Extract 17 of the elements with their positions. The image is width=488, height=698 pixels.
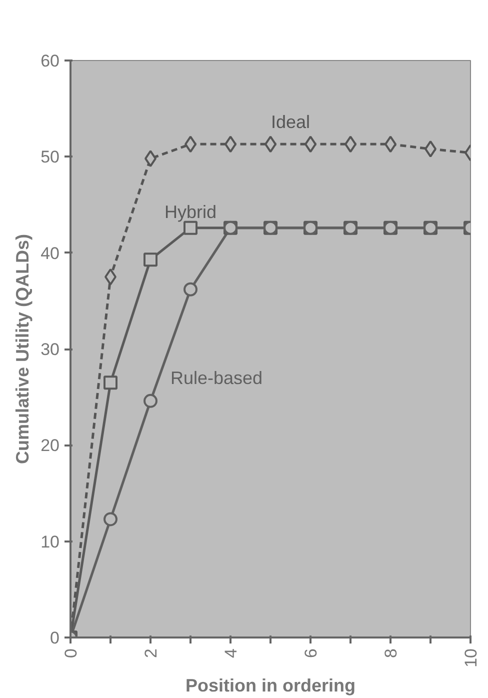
- x-tick-label: 2: [142, 648, 160, 658]
- y-axis-title: Cumulative Utility (QALDs): [12, 234, 33, 464]
- x-tick-label: 0: [62, 648, 80, 658]
- x-tick-label: 8: [382, 648, 400, 658]
- x-tick-label: 4: [222, 648, 240, 658]
- x-axis-title: Position in ordering: [186, 675, 356, 696]
- series-label: Hybrid: [164, 202, 217, 222]
- x-tick-label: 10: [462, 648, 480, 668]
- y-tick-label: 10: [40, 532, 60, 552]
- series-label: Rule-based: [170, 368, 263, 388]
- x-tick-label: 6: [302, 648, 320, 658]
- y-tick-label: 20: [40, 436, 60, 456]
- y-tick-label: 50: [40, 148, 60, 167]
- y-tick-label: 30: [40, 340, 60, 359]
- y-tick-label: 60: [40, 52, 60, 70]
- y-tick-label: 40: [40, 244, 60, 263]
- series-label: Ideal: [270, 112, 310, 132]
